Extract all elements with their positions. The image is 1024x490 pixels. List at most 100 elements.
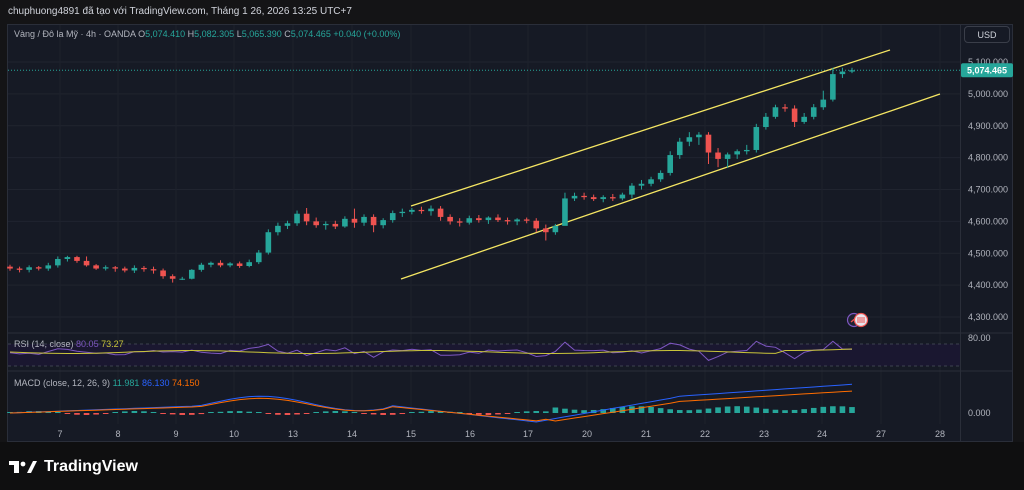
candle-body (122, 268, 128, 271)
candle-body (208, 262, 214, 265)
candle-body (169, 276, 176, 279)
time-tick-label: 22 (700, 429, 710, 439)
macd-histogram-bar (179, 413, 186, 415)
candle-body (543, 228, 549, 233)
channel-upper-line (410, 49, 891, 207)
macd-signal-value: 74.150 (171, 378, 200, 388)
macd-histogram-bar (476, 413, 482, 415)
macd-histogram-bar (705, 408, 712, 413)
macd-histogram-bar (715, 407, 721, 413)
macd-histogram-bar (734, 406, 740, 413)
candle-body (160, 270, 166, 277)
candle-body (705, 134, 712, 153)
candle-body (696, 134, 702, 138)
rsi-pane: 80.00 (8, 333, 991, 367)
candle-body (141, 267, 147, 270)
candle-body (255, 252, 262, 263)
time-tick-label: 16 (465, 429, 475, 439)
time-tick-label: 27 (876, 429, 886, 439)
candle-body (667, 155, 674, 173)
macd-name: MACD (close, 12, 26, 9) (14, 378, 111, 388)
macd-histogram-bar (294, 413, 300, 415)
candle-body (552, 225, 559, 233)
event-flag-icon[interactable] (846, 312, 870, 328)
macd-histogram-bar (150, 412, 157, 413)
candle-body (590, 197, 597, 200)
macd-histogram-bar (839, 406, 846, 413)
macd-histogram-bar (418, 411, 425, 413)
candle-body (313, 221, 319, 226)
candle-body (763, 116, 769, 128)
candle-body (638, 183, 645, 186)
candle-body (724, 154, 731, 159)
candle-body (734, 151, 740, 155)
candle-body (322, 223, 329, 226)
tradingview-brand-text: TradingView (44, 458, 138, 475)
candle-body (370, 216, 377, 226)
candle-body (284, 223, 291, 226)
candle-body (523, 219, 530, 221)
candle-body (399, 211, 406, 214)
macd-histogram-bar (504, 413, 511, 414)
time-tick-label: 14 (347, 429, 357, 439)
macd-histogram-bar (74, 413, 80, 415)
candle-body (246, 262, 253, 266)
rsi-ma-line (9, 348, 853, 354)
macd-histogram-bar (265, 413, 272, 414)
macd-histogram-bar (208, 412, 214, 413)
high-label: H (187, 29, 195, 39)
macd-histogram-bar (667, 409, 674, 413)
price-tick-label: 4,800.000 (968, 153, 1008, 163)
footer (0, 442, 1024, 490)
candle-body (351, 218, 358, 223)
time-tick-label: 13 (288, 429, 298, 439)
currency-button[interactable]: USD (964, 26, 1010, 43)
candle-body (45, 265, 52, 269)
time-tick-label: 21 (641, 429, 651, 439)
macd-histogram-bar (849, 407, 855, 413)
macd-histogram-bar (619, 406, 626, 413)
candle-body (26, 267, 32, 270)
macd-histogram-bar (648, 407, 654, 413)
macd-histogram-bar (217, 411, 224, 413)
macd-histogram-bar (322, 411, 329, 413)
candle-body (198, 264, 205, 270)
macd-histogram-bar (514, 412, 520, 413)
macd-signal-line (9, 390, 853, 422)
macd-histogram-bar (255, 412, 262, 413)
price-axis[interactable] (961, 24, 1013, 442)
trend-channel (400, 49, 941, 280)
macd-histogram-bar (227, 411, 233, 413)
candle-body (265, 232, 272, 253)
macd-histogram-bar (696, 409, 702, 413)
macd-histogram-bar (131, 411, 138, 413)
candle-body (35, 267, 42, 269)
candle-body (839, 71, 846, 75)
candle-body (772, 107, 779, 117)
candle-body (743, 149, 750, 152)
macd-histogram-bar (456, 412, 463, 413)
macd-histogram-bar (112, 412, 119, 413)
macd-tick-label: 0.000 (968, 408, 991, 418)
macd-histogram-bar (236, 411, 243, 413)
candle-body (179, 278, 186, 280)
candle-body (629, 185, 635, 195)
candle-body (409, 209, 415, 212)
macd-histogram-bar (810, 407, 817, 413)
candle-body (303, 213, 310, 222)
macd-histogram-bar (83, 413, 90, 415)
candle-body (16, 268, 23, 270)
rsi-band (8, 344, 960, 366)
macd-histogram-bar (399, 413, 406, 415)
candle-body (236, 263, 243, 266)
macd-histogram-bar (686, 410, 693, 413)
tradingview-logo[interactable]: TradingView (8, 458, 138, 476)
candle-body (437, 208, 444, 217)
candle-body (830, 74, 836, 100)
high-value: 5,082.305 (194, 29, 235, 39)
macd-histogram-bar (380, 413, 386, 415)
macd-histogram-bar (753, 407, 760, 413)
low-value: 5,065.390 (241, 29, 282, 39)
price-tick-label: 4,900.000 (968, 121, 1008, 131)
